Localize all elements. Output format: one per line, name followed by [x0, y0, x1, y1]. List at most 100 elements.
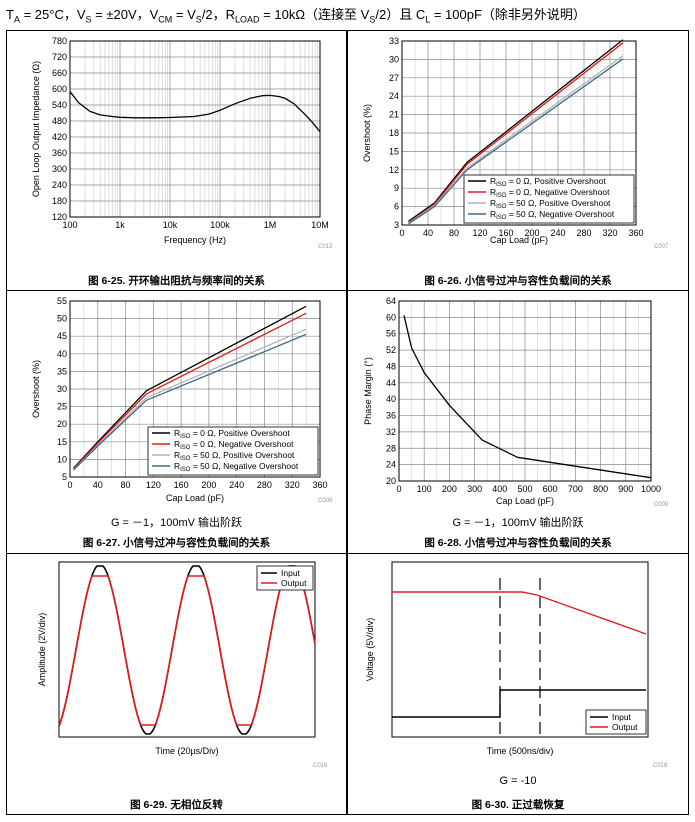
figure-note: G = -10 — [499, 775, 537, 787]
y-tick-label: 10 — [57, 454, 67, 464]
y-tick-label: 30 — [57, 384, 67, 394]
x-tick-label: 700 — [568, 484, 583, 494]
x-axis-label: Frequency (Hz) — [164, 235, 226, 245]
legend-label: Output — [612, 722, 638, 732]
x-tick-label: 100 — [417, 484, 432, 494]
legend-box — [585, 709, 647, 735]
x-axis-label: Time (500ns/div) — [487, 746, 554, 756]
legend-label: RISO = 0 Ω, Positive Overshoot — [174, 428, 290, 440]
y-tick-label: 50 — [57, 314, 67, 324]
x-tick-label: 400 — [492, 484, 507, 494]
panel-fig-6-28: 0 100 200 300 400 500 600 700 800 900 1000 20 24 28 32… — [347, 290, 689, 554]
series-line-4 — [408, 58, 624, 225]
y-tick-label: 5 — [62, 472, 67, 482]
output-waveform — [58, 575, 316, 726]
conditions-header: TA = 25°C，VS = ±20V，VCM = VS/2，RLOAD = 1… — [6, 7, 586, 25]
x-tick-label: 120 — [472, 228, 487, 238]
y-tick-label: 25 — [57, 402, 67, 412]
y-tick-label: 32 — [386, 427, 396, 437]
y-axis-label: Voltage (5V/div) — [365, 618, 375, 682]
y-tick-label: 15 — [57, 437, 67, 447]
y-tick-label: 15 — [389, 146, 399, 156]
y-axis-label: Amplitude (2V/div) — [37, 613, 47, 687]
figure-code: C009 — [654, 502, 669, 508]
y-tick-label: 64 — [386, 296, 396, 306]
y-tick-label: 55 — [57, 296, 67, 306]
x-tick-label: 280 — [257, 480, 272, 490]
x-tick-label: 40 — [93, 480, 103, 490]
y-tick-label: 44 — [386, 378, 396, 388]
x-tick-label: 300 — [467, 484, 482, 494]
plot-frame — [69, 40, 321, 218]
x-tick-label: 360 — [628, 228, 643, 238]
y-tick-label: 300 — [52, 164, 67, 174]
y-tick-label: 30 — [389, 54, 399, 64]
series-line-4 — [73, 333, 307, 471]
chart-overshoot-2: 0 40 80 120 160 200 240 280 320 360 5 10 15 20 25 30 35 4… — [31, 296, 328, 503]
y-tick-label: 3 — [394, 220, 399, 230]
y-tick-label: 40 — [57, 349, 67, 359]
y-tick-label: 12 — [389, 165, 399, 175]
figure-note: G = －1，100mV 输出阶跃 — [452, 517, 584, 529]
x-tick-label: 0 — [396, 484, 401, 494]
y-tick-label: 35 — [57, 366, 67, 376]
y-tick-label: 9 — [394, 183, 399, 193]
figure-code: C013 — [318, 244, 333, 250]
x-tick-label: 240 — [229, 480, 244, 490]
x-tick-label: 160 — [498, 228, 513, 238]
figure-caption: 图 6-25. 开环输出阻抗与频率间的关系 — [88, 275, 265, 287]
legend-label: Output — [281, 578, 307, 588]
x-axis-label: Cap Load (pF) — [496, 496, 554, 506]
y-tick-label: 540 — [52, 100, 67, 110]
legend-label: RISO = 50 Ω, Positive Overshoot — [174, 450, 295, 462]
x-tick-label: 80 — [449, 228, 459, 238]
x-tick-label: 200 — [201, 480, 216, 490]
legend-label: RISO = 0 Ω, Negative Overshoot — [174, 439, 294, 451]
legend-box — [256, 565, 314, 591]
legend-label: Input — [612, 712, 632, 722]
plot-frame — [69, 300, 321, 478]
figure-code: C016 — [313, 763, 328, 769]
plot-frame — [398, 300, 652, 482]
figure-caption: 图 6-29. 无相位反转 — [130, 799, 223, 811]
x-tick-label: 0 — [67, 480, 72, 490]
y-tick-label: 180 — [52, 196, 67, 206]
legend-label: RISO = 0 Ω, Negative Overshoot — [490, 187, 610, 199]
output-waveform — [392, 591, 647, 635]
y-axis-label: Open Loop Output Impedance (Ω) — [31, 61, 41, 197]
legend-label: RISO = 0 Ω, Positive Overshoot — [490, 176, 606, 188]
figure-caption: 图 6-27. 小信号过冲与容性负载间的关系 — [82, 537, 271, 549]
y-tick-label: 20 — [57, 419, 67, 429]
x-tick-label: 10M — [311, 220, 329, 230]
figure-caption: 图 6-30. 正过载恢复 — [471, 799, 565, 811]
x-tick-label: 200 — [524, 228, 539, 238]
y-tick-label: 780 — [52, 36, 67, 46]
x-tick-label: 800 — [593, 484, 608, 494]
x-tick-label: 320 — [285, 480, 300, 490]
figure-note: G = －1，100mV 输出阶跃 — [110, 517, 243, 529]
y-tick-label: 18 — [389, 128, 399, 138]
series-line-1 — [408, 39, 624, 222]
plot-frame — [58, 561, 316, 738]
series-line-2 — [73, 312, 307, 470]
x-tick-label: 360 — [312, 480, 327, 490]
legend-box — [463, 174, 635, 224]
y-tick-label: 28 — [386, 443, 396, 453]
y-tick-label: 20 — [386, 476, 396, 486]
chart-open-loop-impedance: 100 1k 10k 100k 1M 10M 120 180 240 300 360 420 480 54… — [31, 36, 329, 245]
y-tick-label: 21 — [389, 110, 399, 120]
figure-code: C018 — [653, 763, 668, 769]
y-tick-label: 33 — [389, 36, 399, 46]
y-axis-label: Overshoot (%) — [31, 360, 41, 418]
y-tick-label: 60 — [386, 312, 396, 322]
legend-box — [147, 426, 319, 476]
chart-phase-margin: 0 100 200 300 400 500 600 700 800 900 1000 20 24 28 32… — [363, 296, 661, 506]
y-tick-label: 600 — [52, 84, 67, 94]
input-waveform — [392, 689, 646, 718]
y-tick-label: 24 — [389, 91, 399, 101]
series-line-2 — [408, 42, 624, 224]
y-tick-label: 52 — [386, 345, 396, 355]
y-tick-label: 120 — [52, 212, 67, 222]
y-tick-label: 40 — [386, 394, 396, 404]
